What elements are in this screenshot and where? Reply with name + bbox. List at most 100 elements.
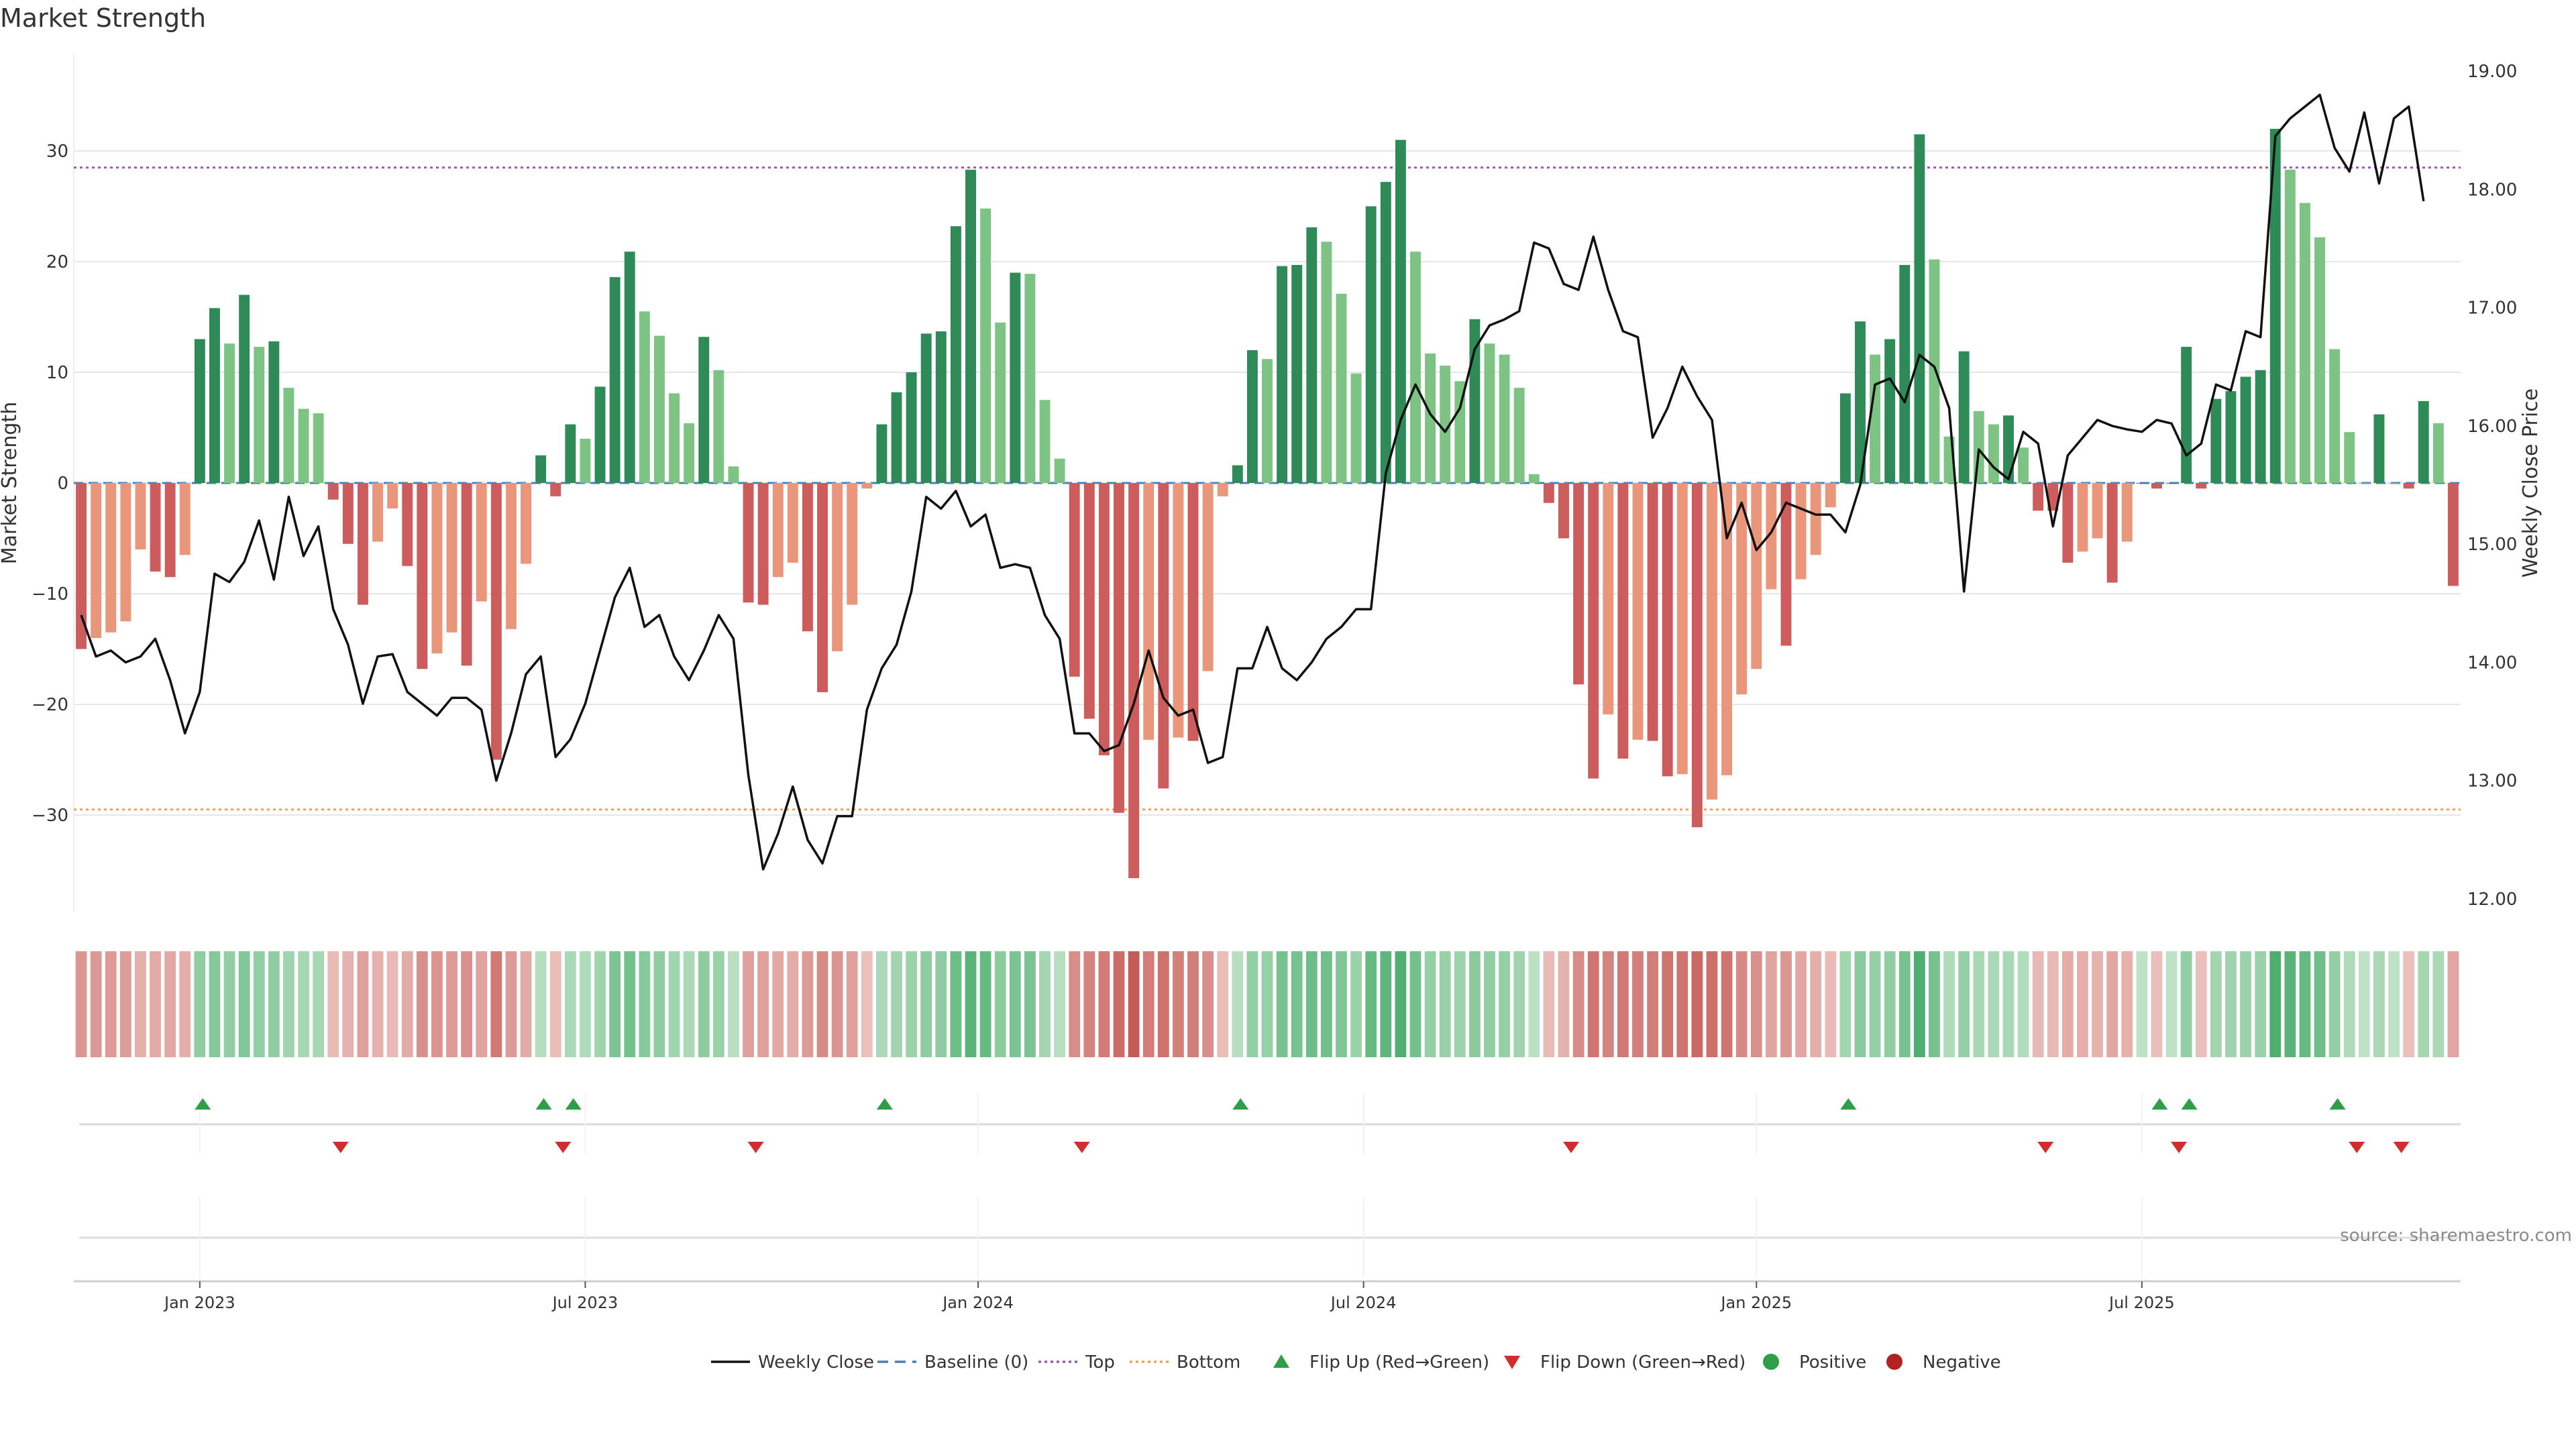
strength-bar [1573, 483, 1585, 685]
strength-bar [1425, 353, 1436, 483]
strength-bar [965, 170, 976, 484]
heat-cell [342, 951, 354, 1057]
strength-bar [521, 483, 531, 564]
heat-cell [2343, 951, 2355, 1057]
heat-cell [223, 951, 235, 1057]
heat-cell [105, 951, 117, 1057]
heat-cell [950, 951, 962, 1057]
strength-bar [224, 343, 235, 483]
strength-bar [861, 483, 873, 489]
strength-bar [476, 483, 487, 602]
y2-tick-label: 15.00 [2467, 535, 2517, 555]
heat-cell [1276, 951, 1288, 1057]
x-axis: Jan 2023 Jul 2023 Jan 2024 Jul 2024 Jan 2025… [74, 1280, 2461, 1312]
heat-cell [1988, 951, 2000, 1057]
heat-cell [2284, 951, 2296, 1057]
heat-cell [2195, 951, 2207, 1057]
strength-bar [1499, 354, 1510, 483]
legend-label: Flip Up (Red→Green) [1309, 1352, 1489, 1373]
heat-cell [90, 951, 102, 1057]
strength-bar [2018, 447, 2029, 483]
strength-bar [2136, 483, 2147, 484]
heat-cell [2418, 951, 2430, 1057]
heat-cell [75, 951, 87, 1057]
strength-bar [342, 483, 354, 544]
strength-bar [2373, 414, 2385, 483]
legend-label: Positive [1799, 1352, 1866, 1373]
strength-bar [1751, 483, 1762, 669]
heat-cell [476, 951, 488, 1057]
source-credit: source: sharemaestro.com [2340, 1226, 2572, 1246]
heat-cell [490, 951, 502, 1057]
heat-cell [1706, 951, 1718, 1057]
flip-down-marker [2393, 1142, 2410, 1153]
strength-bar [209, 308, 220, 483]
heat-cell [1884, 951, 1896, 1057]
heat-cell [1898, 951, 1911, 1057]
heat-cell [906, 951, 918, 1057]
strength-bar [2210, 398, 2222, 483]
strength-bar [490, 483, 502, 760]
strength-bar [1691, 483, 1703, 828]
y2-tick-label: 19.00 [2467, 62, 2517, 82]
heat-cell [1217, 951, 1229, 1057]
heat-cell [1261, 951, 1273, 1057]
strength-bar [535, 455, 547, 483]
strength-bar [624, 252, 635, 483]
heat-cell [2136, 951, 2148, 1057]
heat-cell [1943, 951, 1955, 1057]
strength-bar [1098, 483, 1110, 755]
heat-cell [135, 951, 146, 1057]
strength-bar [1884, 339, 1896, 483]
strength-bar [876, 424, 888, 483]
heat-cell [1024, 951, 1036, 1057]
y2-tick-label: 16.00 [2467, 417, 2517, 437]
heat-cell [2432, 951, 2445, 1057]
heat-cell [372, 951, 384, 1057]
heat-cell [1973, 951, 1985, 1057]
strength-bar [1795, 483, 1807, 580]
heat-cell [386, 951, 398, 1057]
strength-bar [327, 483, 339, 500]
strength-bar [402, 483, 413, 566]
heat-cell [1157, 951, 1169, 1057]
strength-bar [431, 483, 443, 654]
heat-cell [1735, 951, 1748, 1057]
legend-item: Baseline (0) [877, 1352, 1028, 1373]
legend-item: Top [1038, 1352, 1115, 1373]
heat-cell [1602, 951, 1614, 1057]
heat-cell [609, 951, 621, 1057]
strength-bar [1528, 474, 1540, 483]
heat-cell [2255, 951, 2267, 1057]
heat-cell [1128, 951, 1140, 1057]
heat-cell [2002, 951, 2015, 1057]
strength-bar [1588, 483, 1599, 779]
strength-bar [1662, 483, 1673, 777]
heat-cell [2240, 951, 2251, 1057]
strength-bar [1855, 321, 1866, 483]
strength-bar [1202, 483, 1214, 672]
strength-bar [2121, 483, 2133, 542]
x-tick-label: Jan 2023 [163, 1293, 235, 1312]
strength-bar [1736, 483, 1748, 695]
strength-bar [1158, 483, 1169, 789]
strength-bar [1647, 483, 1658, 741]
y2-tick-label: 17.00 [2467, 299, 2517, 319]
heat-cell [757, 951, 769, 1057]
strength-bar [594, 386, 606, 483]
strength-bar [150, 483, 161, 572]
strength-bar [1380, 182, 1391, 483]
strength-bar [1513, 388, 1525, 483]
heat-cell [446, 951, 458, 1057]
heat-cell [1795, 951, 1807, 1057]
heat-cell [416, 951, 428, 1057]
strength-bar [653, 335, 665, 483]
strength-bar [2181, 347, 2192, 483]
strength-bar [239, 294, 250, 483]
heat-cell [1587, 951, 1599, 1057]
heat-cell [639, 951, 651, 1057]
heat-cell [1424, 951, 1436, 1057]
heat-cell [1780, 951, 1792, 1057]
strength-bar [1825, 483, 1836, 508]
